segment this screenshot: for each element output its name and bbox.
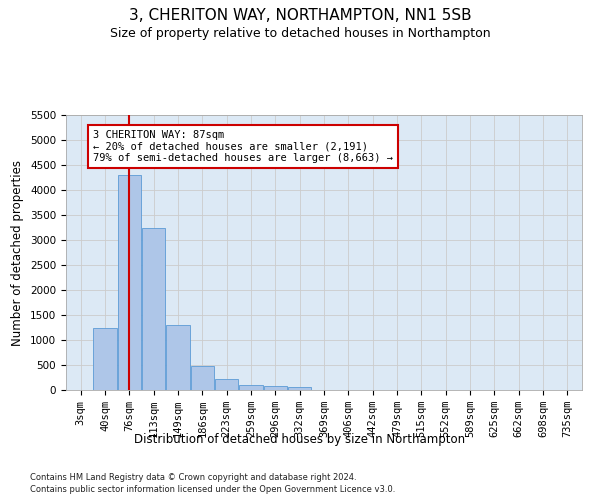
Text: Distribution of detached houses by size in Northampton: Distribution of detached houses by size … <box>134 432 466 446</box>
Text: 3, CHERITON WAY, NORTHAMPTON, NN1 5SB: 3, CHERITON WAY, NORTHAMPTON, NN1 5SB <box>128 8 472 22</box>
Bar <box>239 384 263 390</box>
Bar <box>215 378 238 390</box>
Bar <box>166 325 190 390</box>
Text: Size of property relative to detached houses in Northampton: Size of property relative to detached ho… <box>110 28 490 40</box>
Y-axis label: Number of detached properties: Number of detached properties <box>11 160 25 346</box>
Bar <box>142 228 165 390</box>
Bar <box>264 386 287 390</box>
Bar <box>118 175 141 390</box>
Text: Contains HM Land Registry data © Crown copyright and database right 2024.: Contains HM Land Registry data © Crown c… <box>30 472 356 482</box>
Bar <box>288 387 311 390</box>
Bar <box>191 366 214 390</box>
Bar <box>94 328 116 390</box>
Text: 3 CHERITON WAY: 87sqm
← 20% of detached houses are smaller (2,191)
79% of semi-d: 3 CHERITON WAY: 87sqm ← 20% of detached … <box>93 130 393 163</box>
Text: Contains public sector information licensed under the Open Government Licence v3: Contains public sector information licen… <box>30 485 395 494</box>
